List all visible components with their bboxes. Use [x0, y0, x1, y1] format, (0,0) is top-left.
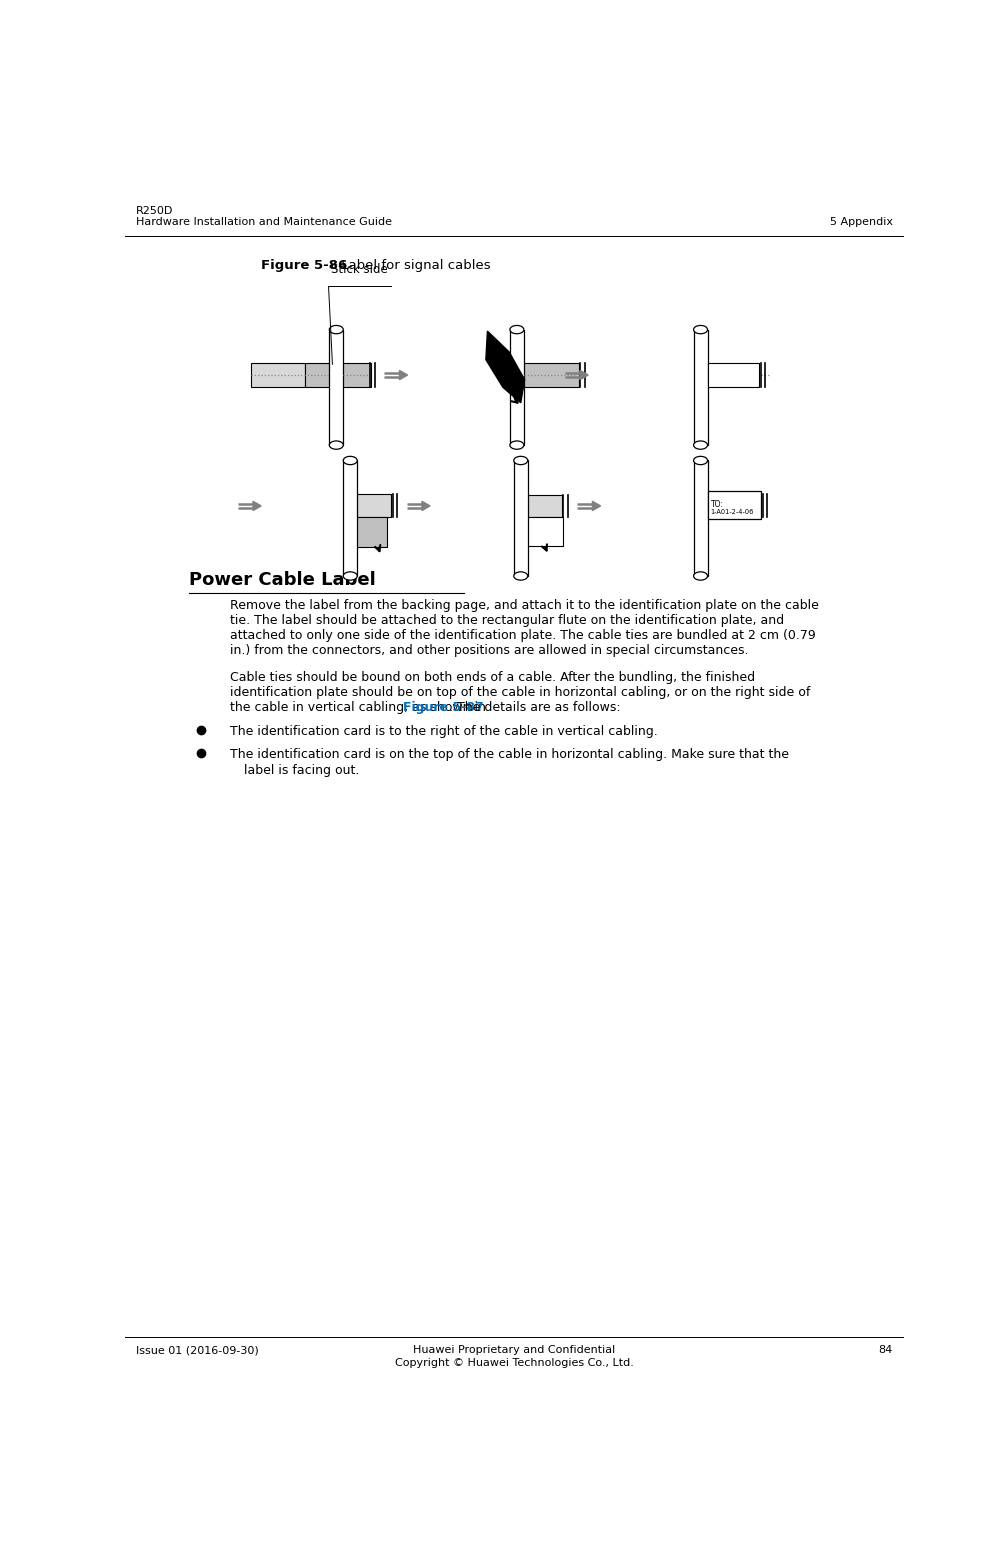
Bar: [696, 363, 707, 387]
Text: Figure 5-86: Figure 5-86: [261, 258, 347, 272]
Polygon shape: [421, 501, 429, 511]
Bar: [517, 495, 562, 517]
Ellipse shape: [514, 572, 528, 579]
Polygon shape: [485, 330, 525, 402]
Bar: [527, 517, 562, 547]
Ellipse shape: [510, 326, 524, 334]
Ellipse shape: [693, 326, 707, 334]
Text: Cable ties should be bound on both ends of a cable. After the bundling, the fini: Cable ties should be bound on both ends …: [230, 670, 754, 684]
Bar: [693, 329, 707, 445]
Text: in.) from the connectors, and other positions are allowed in special circumstanc: in.) from the connectors, and other posi…: [230, 644, 748, 658]
Bar: [348, 517, 387, 547]
Bar: [343, 460, 357, 576]
Ellipse shape: [329, 326, 343, 334]
Ellipse shape: [693, 442, 707, 449]
Ellipse shape: [693, 572, 707, 579]
Text: The identification card is to the right of the cable in vertical cabling.: The identification card is to the right …: [230, 725, 657, 739]
Text: Figure 5-87: Figure 5-87: [403, 700, 483, 714]
Polygon shape: [399, 371, 407, 379]
Polygon shape: [580, 371, 588, 379]
Text: R250D: R250D: [135, 207, 173, 216]
Text: identification plate should be on top of the cable in horizontal cabling, or on : identification plate should be on top of…: [230, 686, 809, 698]
Ellipse shape: [510, 442, 524, 449]
Polygon shape: [592, 501, 600, 511]
Bar: [346, 495, 391, 517]
Bar: [696, 495, 707, 517]
Ellipse shape: [693, 456, 707, 465]
Text: 84: 84: [878, 1345, 892, 1355]
Text: Label for signal cables: Label for signal cables: [337, 258, 490, 272]
Text: Hardware Installation and Maintenance Guide: Hardware Installation and Maintenance Gu…: [135, 218, 391, 227]
Bar: [513, 363, 579, 387]
Text: label is facing out.: label is facing out.: [244, 764, 359, 777]
Ellipse shape: [343, 572, 357, 579]
Ellipse shape: [329, 442, 343, 449]
Bar: [329, 329, 343, 445]
Bar: [305, 363, 371, 387]
Ellipse shape: [514, 456, 528, 465]
Text: the cable in vertical cabling, as shown in: the cable in vertical cabling, as shown …: [230, 700, 489, 714]
Text: Power Cable Label: Power Cable Label: [189, 572, 375, 589]
Text: Issue 01 (2016-09-30): Issue 01 (2016-09-30): [135, 1345, 258, 1355]
Text: Huawei Proprietary and Confidential: Huawei Proprietary and Confidential: [413, 1345, 615, 1355]
Text: Remove the label from the backing page, and attach it to the identification plat: Remove the label from the backing page, …: [230, 600, 818, 612]
Bar: [707, 492, 760, 518]
Bar: [693, 460, 707, 576]
Bar: [510, 329, 524, 445]
Text: attached to only one side of the identification plate. The cable ties are bundle: attached to only one side of the identif…: [230, 630, 815, 642]
Bar: [707, 363, 758, 387]
Text: . The details are as follows:: . The details are as follows:: [449, 700, 621, 714]
Text: Copyright © Huawei Technologies Co., Ltd.: Copyright © Huawei Technologies Co., Ltd…: [395, 1358, 633, 1367]
Text: Stick side: Stick side: [331, 263, 387, 276]
Bar: [251, 363, 305, 387]
Text: 1-A01-2-4-06: 1-A01-2-4-06: [710, 509, 753, 515]
Bar: [514, 460, 528, 576]
Ellipse shape: [343, 456, 357, 465]
Polygon shape: [253, 501, 261, 511]
Text: TO:: TO:: [710, 500, 723, 509]
Text: tie. The label should be attached to the rectangular flute on the identification: tie. The label should be attached to the…: [230, 614, 783, 626]
Text: 5 Appendix: 5 Appendix: [828, 218, 892, 227]
Text: The identification card is on the top of the cable in horizontal cabling. Make s: The identification card is on the top of…: [230, 749, 788, 761]
